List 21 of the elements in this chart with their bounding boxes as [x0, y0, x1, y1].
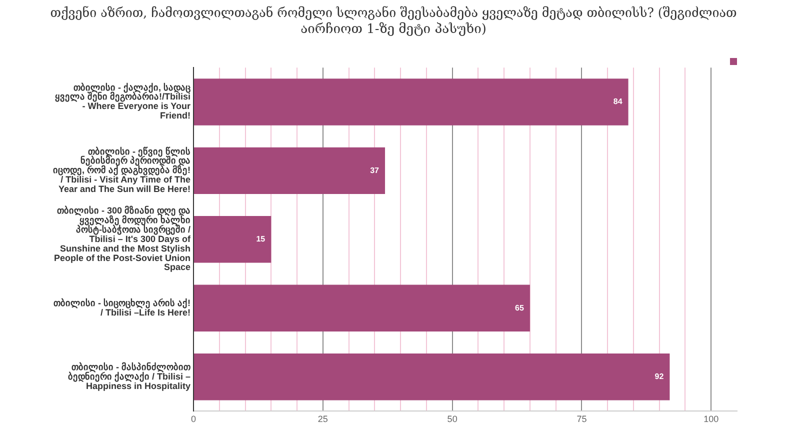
x-tick-label: 50	[447, 414, 458, 424]
x-tick-label: 25	[318, 414, 328, 424]
bar	[194, 216, 272, 263]
y-tick-label: თბილისი - ქალაქი, სადაც ყველა შენი მეგობარია!/Tbilisi - Where Everyone is Your Friend!	[54, 82, 191, 121]
chart-title: თქვენი აზრით, ჩამოთვლილთაგან რომელი სლოგანი შეესაბამება ყველაზე მეტად თბილისს? (შეგიძლიათ აირჩიოთ 1-ზე მეტი პასუხი)	[50, 6, 737, 37]
data-label: 84	[613, 97, 623, 106]
bar	[194, 78, 628, 126]
data-label: 37	[370, 166, 380, 175]
y-tick-label: თბილისი - სიცოცხლე არის აქ! / Tbilisi –Life Is Here!	[54, 298, 190, 318]
x-tick-label: 0	[190, 414, 196, 424]
bar	[194, 353, 670, 400]
bar	[194, 147, 386, 194]
bar	[194, 284, 530, 332]
x-tick-label: 75	[576, 414, 587, 424]
y-tick-label: თბილისი - ეწვიე წლის ნებისმიერ პერიოდში და იცოდე, რომ აქ დაგხვდება მზე! / Tbilisi - Visit Any Time of The Year and The Sun will Be Here!	[53, 146, 190, 194]
y-tick-label: თბილისი - 300 მზიანი დღე და ყველაზე მოდური ხალხი პოსტ-საბჭოთა სივრცეში / Tbilisi – It's 300 Days of Sunshine and the Most Stylish People of the Post-Soviet Union Space	[54, 206, 192, 272]
data-label: 15	[256, 234, 266, 244]
data-label: 65	[515, 303, 524, 312]
y-tick-label: თბილისი - მასპინძლობით ბედნიერი ქალაქი / Tbilisi – Happiness in Hospitality	[68, 362, 190, 391]
data-label: 92	[654, 372, 664, 382]
x-tick-label: 100	[704, 414, 719, 424]
